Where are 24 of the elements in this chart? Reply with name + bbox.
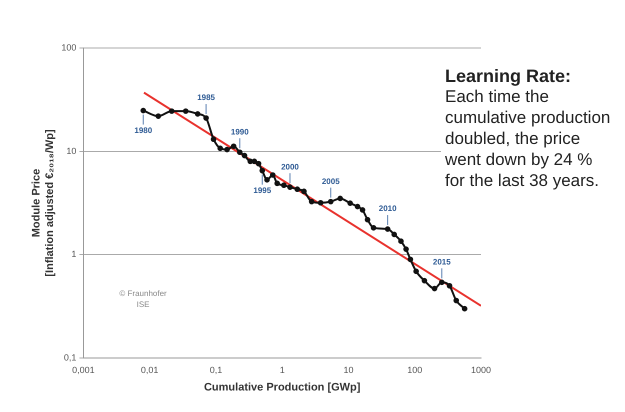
annotation: 1995	[253, 186, 272, 195]
annotation: 2005	[322, 176, 340, 186]
annotation: 1985	[197, 93, 216, 102]
x-tick-label: 1000	[470, 364, 492, 375]
x-tick-label: 1	[280, 364, 285, 375]
y-tick-label: 0,1	[64, 352, 76, 362]
annotation: 2000	[281, 162, 300, 172]
y-tick-label: 10	[66, 146, 76, 156]
annotation: 2010	[378, 204, 398, 214]
annotation: Each time the cumulative production doubled, the price went down by 24 % for the last 38 years.	[444, 87, 610, 190]
x-tick-label: 0,01	[140, 364, 158, 375]
x-tick-label: 0,001	[72, 364, 95, 375]
annotation: © Fraunhofer ISE	[119, 289, 168, 310]
annotation: 1980	[134, 126, 153, 135]
y-tick-label: 1	[71, 249, 76, 260]
annotation: 1990	[230, 127, 250, 136]
y-tick-label: 100	[61, 42, 76, 52]
annotation: Learning Rate:	[445, 66, 572, 86]
x-axis-title: Cumulative Production [GWp]	[204, 381, 361, 394]
x-tick-label: 100	[407, 364, 422, 375]
x-tick-label: 10	[343, 364, 354, 375]
y-axis-title: Module Price [Inflation adjusted €₂₀₁₈/Wp]	[30, 129, 56, 277]
x-tick-label: 0,1	[210, 364, 222, 375]
annotation: 2015	[432, 258, 452, 267]
